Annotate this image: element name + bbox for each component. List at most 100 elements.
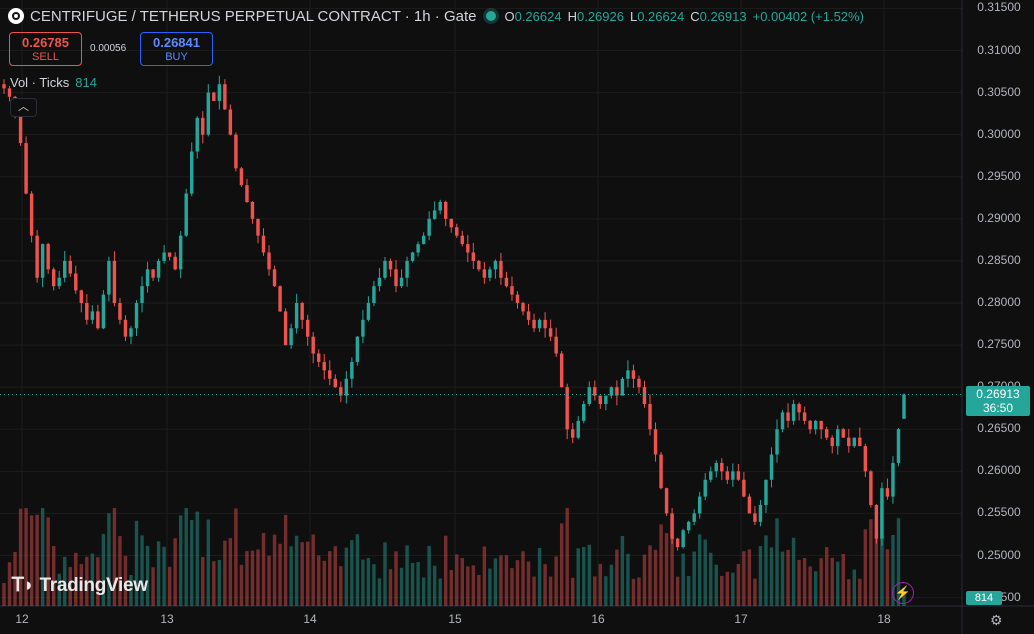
- candle-body: [593, 387, 597, 396]
- volume-bar: [880, 508, 884, 606]
- candle-body: [134, 303, 139, 329]
- volume-bar: [504, 555, 509, 606]
- candle-body: [769, 454, 774, 480]
- volume-bar: [156, 541, 161, 606]
- volume-bar: [847, 579, 851, 606]
- candle-body: [532, 319, 536, 329]
- candle-body: [178, 235, 183, 270]
- candle-body: [565, 387, 569, 430]
- volume-bar: [571, 577, 575, 606]
- candle-body: [317, 353, 321, 362]
- volume-bar: [714, 564, 718, 606]
- time-tick-label: 16: [591, 612, 605, 626]
- candle-body: [675, 538, 680, 548]
- volume-bar: [775, 518, 779, 606]
- candle-body: [692, 513, 696, 522]
- volume-bar: [261, 532, 266, 606]
- candle-body: [272, 269, 277, 287]
- volume-bar: [631, 578, 636, 606]
- candle-body: [824, 429, 829, 438]
- volume-bar: [228, 537, 233, 606]
- price-tick-label: 0.26500: [977, 421, 1021, 436]
- candle-body: [190, 151, 194, 194]
- volume-bar: [697, 534, 702, 606]
- candle-body: [885, 488, 890, 497]
- candle-body: [736, 471, 741, 480]
- volume-bar: [68, 566, 72, 606]
- candle-body: [615, 387, 619, 396]
- candle-body: [670, 513, 674, 539]
- volume-bar: [421, 577, 426, 606]
- volume-bar: [289, 546, 293, 606]
- volume-bar: [819, 558, 823, 606]
- time-tick-label: 13: [160, 612, 174, 626]
- volume-bar: [90, 553, 95, 606]
- volume-bar: [626, 553, 630, 606]
- candle-body: [355, 336, 360, 362]
- candle-body: [576, 420, 580, 438]
- chevron-up-icon[interactable]: ︿: [10, 98, 37, 117]
- time-tick-label: 14: [303, 612, 317, 626]
- candle-body: [140, 286, 144, 303]
- lightning-icon[interactable]: ⚡: [892, 582, 914, 604]
- candle-body: [609, 387, 614, 396]
- candle-body: [7, 88, 12, 97]
- tradingview-logo[interactable]: ⁠ꓔ◗ TradingView: [12, 574, 148, 597]
- volume-bar: [46, 517, 50, 606]
- volume-bar: [272, 534, 277, 606]
- candle-body: [184, 193, 188, 236]
- candle-body: [416, 244, 420, 253]
- volume-bar: [212, 561, 216, 606]
- volume-bar: [477, 574, 481, 606]
- candle-body: [289, 328, 293, 346]
- volume-bar: [35, 514, 39, 606]
- sell-button[interactable]: 0.26785 SELL: [9, 32, 82, 66]
- sell-price: 0.26785: [22, 35, 69, 50]
- volume-bar: [565, 508, 569, 606]
- volume-legend[interactable]: Vol · Ticks 814: [10, 75, 97, 90]
- symbol-title[interactable]: CENTRIFUGE / TETHERUS PERPETUAL CONTRACT…: [30, 7, 477, 25]
- volume-bar: [405, 545, 409, 606]
- volume-label: Vol · Ticks: [10, 75, 70, 90]
- volume-bar: [438, 578, 442, 606]
- candle-body: [101, 294, 106, 329]
- candle-body: [399, 277, 404, 287]
- candle-body: [863, 446, 868, 472]
- volume-bar: [112, 508, 117, 606]
- volume-bar: [372, 564, 376, 606]
- candle-body: [145, 269, 150, 287]
- candle-body: [344, 378, 349, 396]
- price-tick-label: 0.29500: [977, 168, 1021, 183]
- candle-body: [869, 471, 873, 505]
- volume-bar: [432, 565, 437, 606]
- candle-body: [245, 185, 249, 202]
- candle-body: [438, 202, 442, 211]
- candle-body: [587, 387, 591, 404]
- change-value: +0.00402 (+1.52%): [752, 8, 864, 24]
- price-tick-label: 0.31000: [977, 42, 1021, 57]
- candle-body: [543, 319, 547, 329]
- volume-bar: [786, 549, 790, 606]
- volume-bar: [184, 508, 188, 606]
- volume-bar: [758, 546, 763, 606]
- volume-bar: [615, 549, 619, 606]
- volume-bar: [736, 564, 741, 606]
- volume-bar: [885, 549, 890, 606]
- candle-body: [460, 235, 464, 245]
- buy-button[interactable]: 0.26841 BUY: [140, 32, 213, 66]
- volume-bar: [7, 562, 12, 606]
- volume-bar: [675, 576, 680, 606]
- market-status-icon[interactable]: [486, 11, 497, 21]
- candle-body: [223, 84, 227, 110]
- volume-bar: [703, 539, 707, 606]
- candle-body: [753, 513, 757, 522]
- gear-icon[interactable]: ⚙: [990, 612, 1003, 628]
- spread-value: 0.00056: [90, 43, 127, 54]
- volume-bar: [455, 554, 459, 606]
- volume-bar: [598, 563, 603, 606]
- volume-bar: [659, 524, 663, 606]
- low-label: L: [629, 8, 638, 24]
- volume-bar: [74, 552, 78, 606]
- price-tick-label: 0.25000: [977, 547, 1021, 562]
